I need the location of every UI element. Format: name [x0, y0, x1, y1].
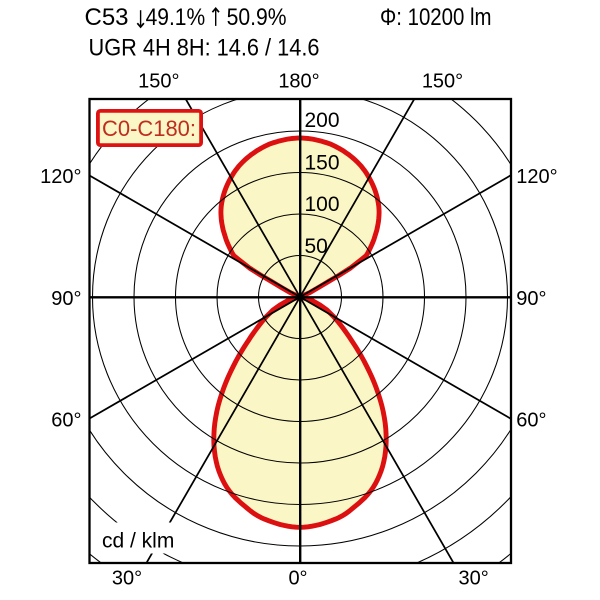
svg-text:120°: 120°: [40, 166, 81, 188]
svg-text:Φ: 10200 lm: Φ: 10200 lm: [380, 4, 492, 31]
svg-text:150°: 150°: [422, 71, 463, 93]
svg-text:50.9%: 50.9%: [227, 4, 287, 31]
svg-text:cd / klm: cd / klm: [102, 530, 174, 553]
svg-text:150: 150: [305, 152, 340, 175]
svg-text:30°: 30°: [112, 568, 142, 590]
svg-text:60°: 60°: [51, 410, 81, 432]
svg-text:90°: 90°: [51, 288, 81, 310]
svg-text:UGR 4H 8H: 14.6 / 14.6: UGR 4H 8H: 14.6 / 14.6: [89, 35, 320, 62]
svg-text:60°: 60°: [516, 410, 546, 432]
svg-text:200: 200: [305, 109, 340, 132]
svg-text:90°: 90°: [516, 288, 546, 310]
svg-text:150°: 150°: [138, 71, 179, 93]
svg-text:120°: 120°: [516, 166, 557, 188]
svg-text:0°: 0°: [288, 568, 307, 590]
svg-text:C0-C180:: C0-C180:: [102, 116, 196, 141]
svg-text:180°: 180°: [278, 71, 319, 93]
svg-text:50: 50: [305, 235, 328, 258]
svg-text:30°: 30°: [458, 568, 488, 590]
svg-text:100: 100: [305, 193, 340, 216]
svg-text:49.1%: 49.1%: [146, 4, 206, 31]
svg-text:C53: C53: [85, 4, 129, 31]
